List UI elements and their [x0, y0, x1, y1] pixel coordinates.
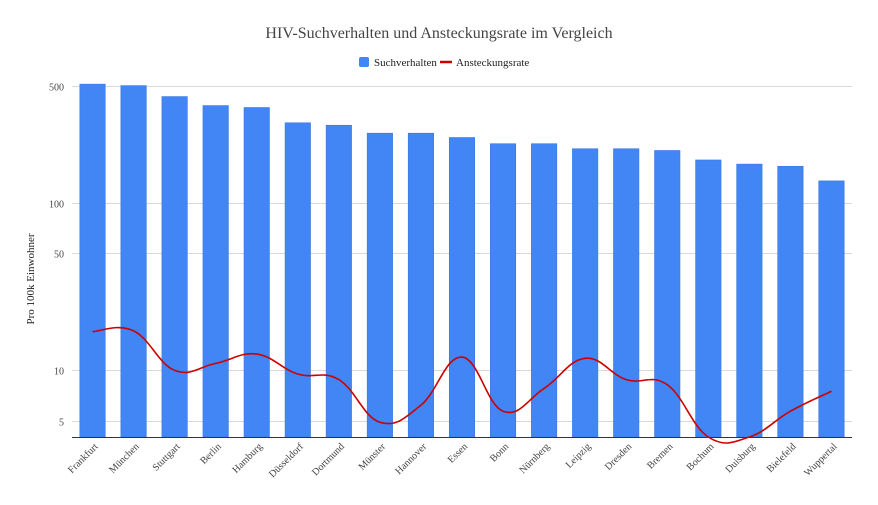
ansteckungsrate-line [92, 326, 832, 444]
bar [448, 137, 476, 438]
x-tick-label: Frankfurt [66, 441, 101, 476]
bar [695, 159, 722, 438]
x-tick-label: Dortmund [310, 441, 347, 478]
x-tick-label: München [107, 441, 141, 475]
bar [202, 105, 229, 438]
bar-series [79, 83, 845, 438]
bar [531, 143, 558, 438]
x-tick-label: Stuttgart [151, 441, 183, 473]
x-tick-label: Münster [357, 441, 389, 473]
y-tick-label: 100 [49, 200, 64, 211]
x-tick-label: Bonn [488, 441, 511, 464]
x-tick-label: Wuppertal [802, 441, 839, 478]
bar [572, 148, 599, 438]
x-tick-label: Nürnberg [517, 441, 552, 476]
y-tick-label: 500 [49, 83, 64, 94]
x-tick-label: Düsseldorf [267, 441, 306, 480]
bar [325, 124, 352, 438]
bar [407, 132, 434, 438]
line-series [92, 326, 832, 444]
y-axis-ticks: 5 10 50 100 500 [49, 83, 64, 429]
y-tick-label: 10 [54, 367, 64, 378]
bar [613, 148, 640, 438]
bar [243, 107, 270, 438]
x-tick-label: Leipzig [564, 441, 593, 470]
x-tick-label: Bielefeld [765, 441, 799, 475]
bar [490, 143, 517, 438]
legend-swatch-suchverhalten [359, 57, 369, 67]
bar [777, 165, 804, 438]
bar [284, 122, 311, 438]
y-tick-label: 5 [59, 418, 64, 429]
bar [736, 163, 763, 438]
x-tick-label: Berlin [198, 441, 223, 466]
bar [120, 85, 147, 438]
legend: Suchverhalten Ansteckungsrate [359, 57, 529, 69]
bar [79, 83, 106, 438]
legend-label-ansteckungsrate: Ansteckungsrate [456, 57, 529, 69]
x-tick-label: Essen [446, 441, 470, 465]
x-axis-ticks: Frankfurt München Stuttgart Berlin Hamburg Dü… [66, 441, 840, 480]
bar [366, 132, 393, 438]
x-tick-label: Duisburg [724, 441, 758, 475]
x-tick-label: Hamburg [230, 441, 264, 475]
bar [161, 96, 188, 438]
legend-label-suchverhalten: Suchverhalten [374, 57, 437, 69]
x-tick-label: Bochum [685, 441, 717, 473]
chart-title: HIV-Suchverhalten und Ansteckungsrate im… [265, 25, 612, 42]
y-axis-label: Pro 100k Einwohner [25, 233, 37, 324]
x-tick-label: Bremen [645, 441, 675, 471]
x-tick-label: Dresden [603, 441, 634, 472]
bar [818, 180, 845, 438]
x-tick-label: Hannover [393, 441, 429, 477]
y-tick-label: 50 [54, 250, 64, 261]
